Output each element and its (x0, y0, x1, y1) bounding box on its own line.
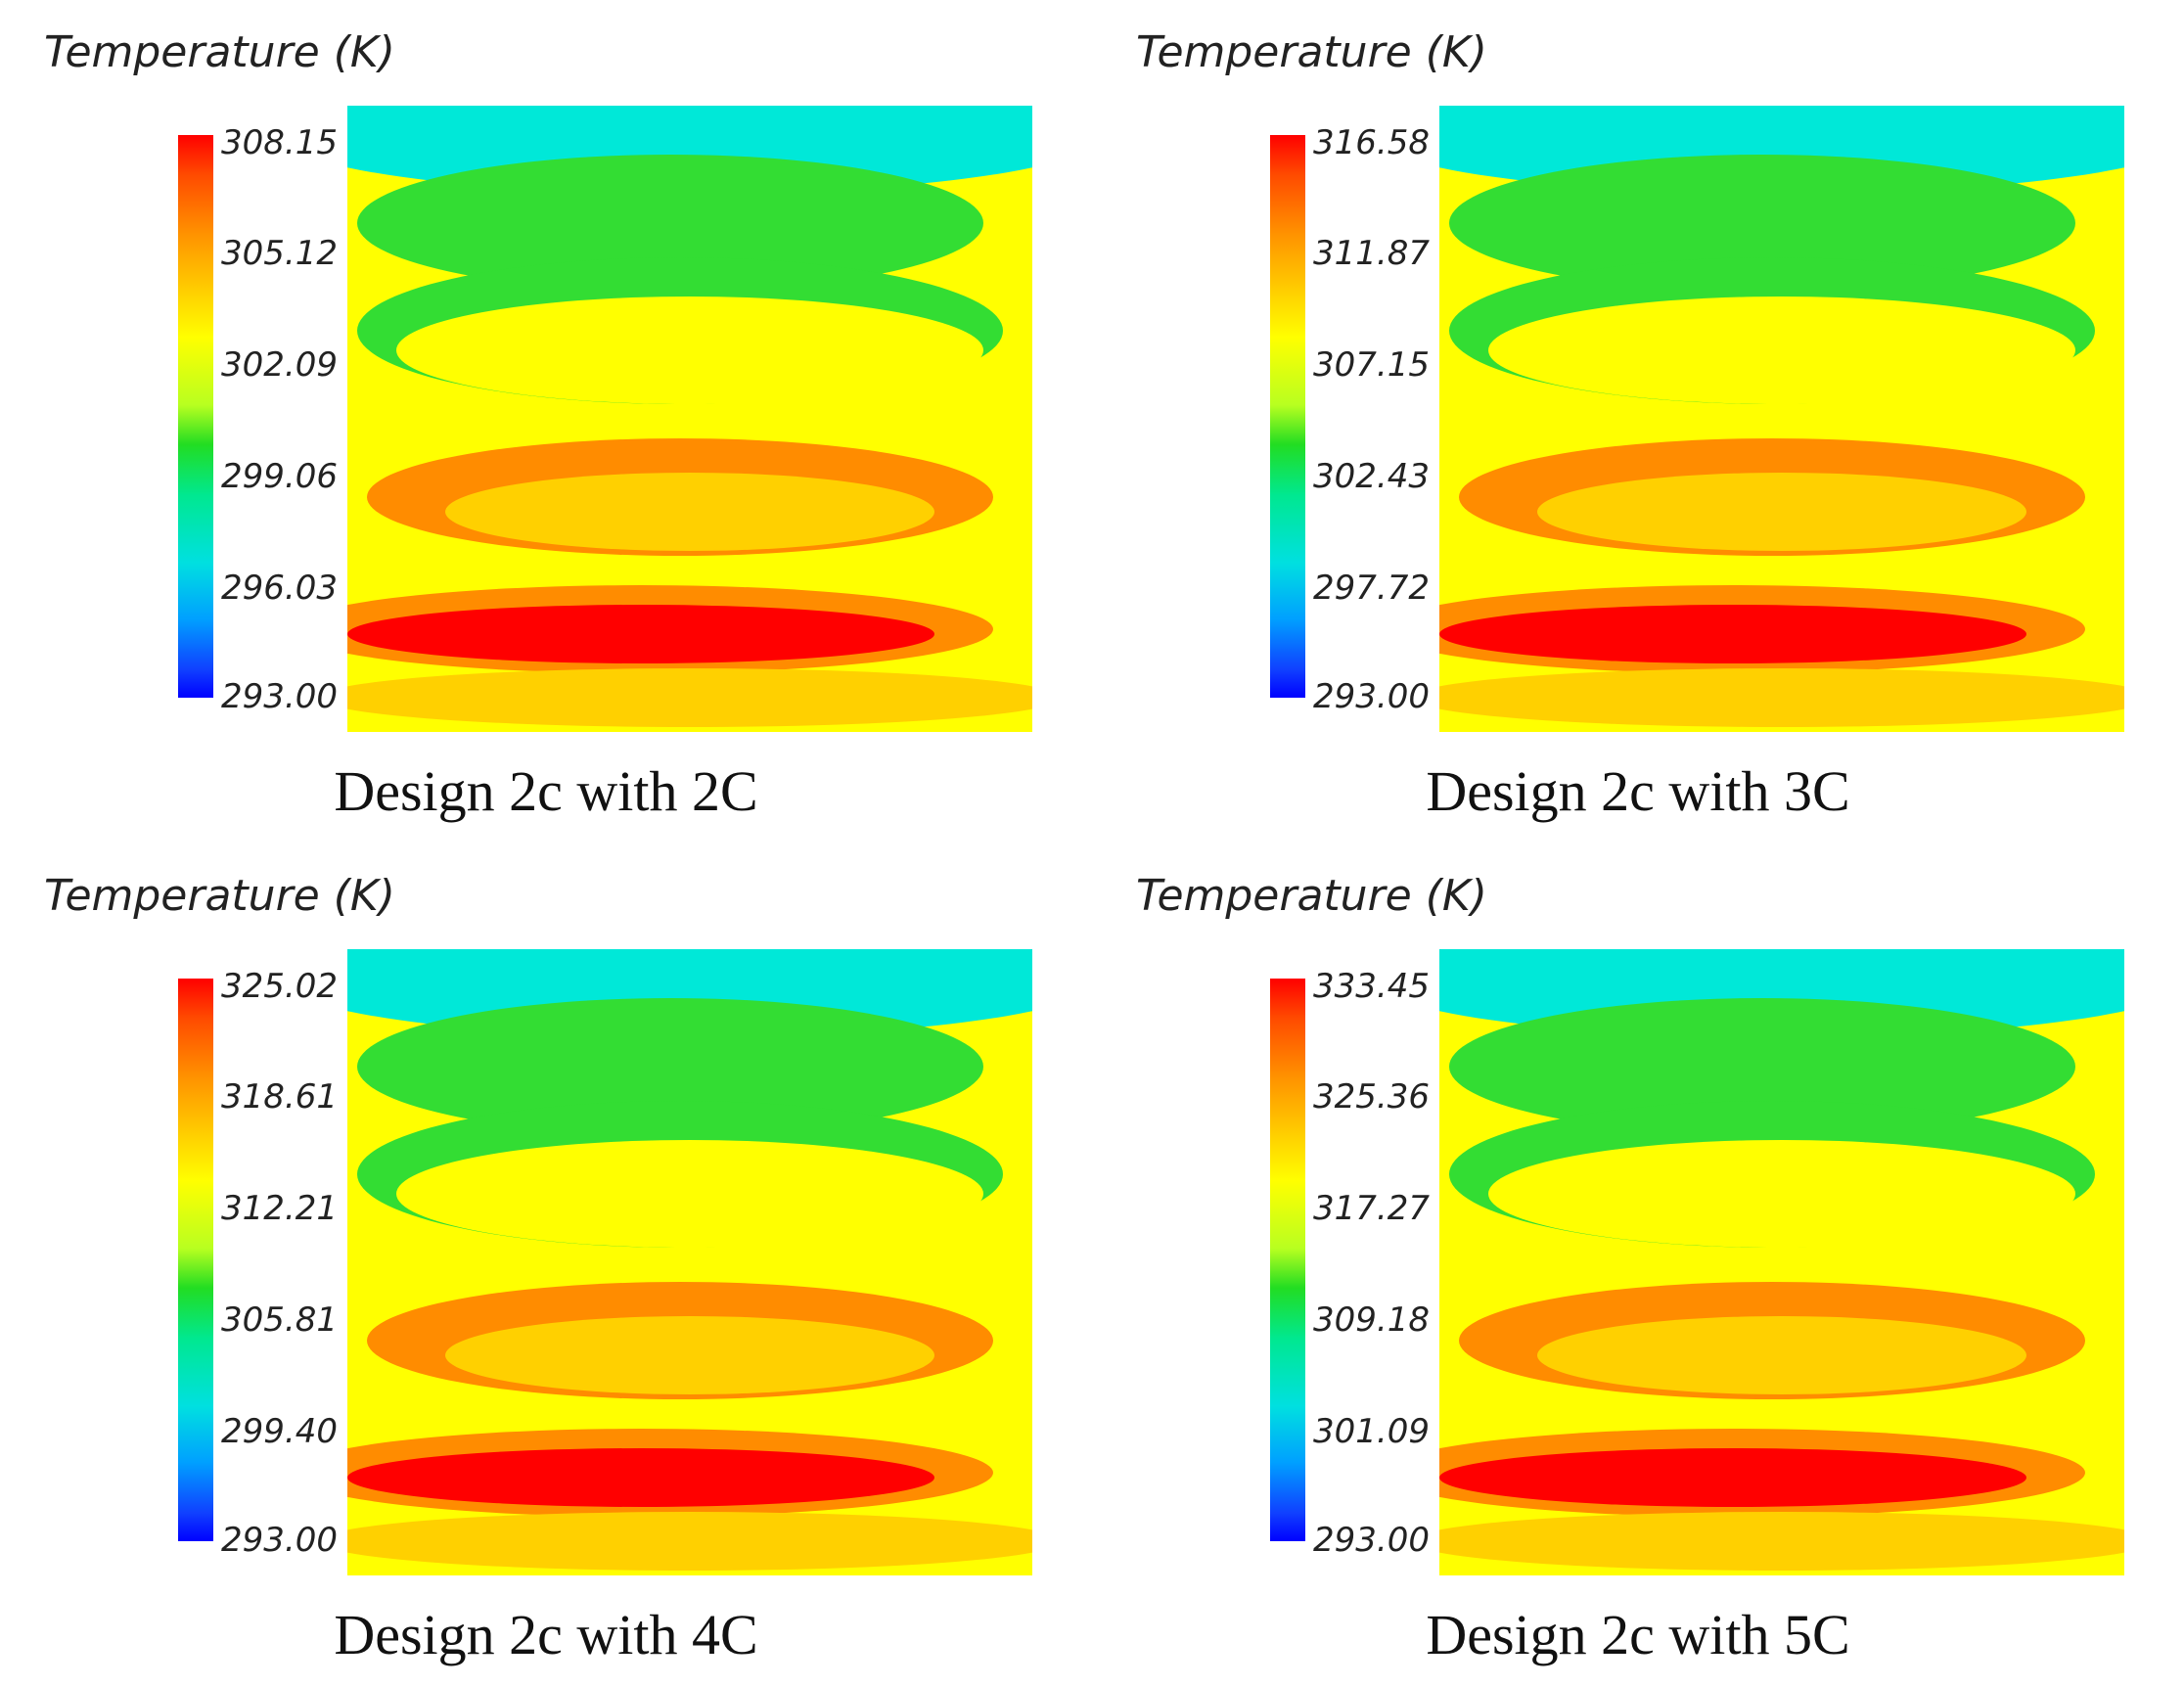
colorbar-tick-label: 309.18 (1313, 1300, 1430, 1340)
colorbar-tick-label: 293.00 (1313, 677, 1430, 716)
heatmap-panel-2c-5c: Temperature (K) 333.45 325.36 317.27 309… (1092, 844, 2184, 1687)
colorbar-tick-label: 316.58 (1313, 123, 1430, 162)
temperature-contour-band (1488, 1140, 2075, 1248)
panel-caption: Design 2c with 2C (334, 759, 758, 823)
temperature-contours (347, 949, 1032, 1575)
colorbar-tick-label: 297.72 (1313, 569, 1430, 608)
temperature-contour-band (1537, 1316, 2026, 1394)
temperature-contour-band (347, 605, 934, 663)
colorbar-tick-label: 311.87 (1313, 234, 1430, 273)
colorbar (1270, 979, 1305, 1541)
temperature-contour-band (1449, 998, 2075, 1135)
temperature-contour-band (1439, 1512, 2124, 1571)
temperature-contour-band (1537, 473, 2026, 551)
colorbar-tick-label: 293.00 (1313, 1521, 1430, 1560)
colorbar-tick-label: 302.09 (221, 345, 338, 385)
temperature-contour-band (1439, 605, 2026, 663)
temperature-contour-band (1439, 668, 2124, 727)
legend-title: Temperature (K) (1136, 871, 1487, 921)
heatmap-panel-2c-4c: Temperature (K) 325.02 318.61 312.21 305… (0, 844, 1092, 1687)
temperature-contour-band (357, 155, 983, 292)
colorbar (1270, 135, 1305, 698)
temperature-contour-band (1449, 155, 2075, 292)
colorbar-tick-label: 307.15 (1313, 345, 1430, 385)
colorbar-tick-label: 301.09 (1313, 1412, 1430, 1451)
panel-caption: Design 2c with 5C (1426, 1603, 1850, 1666)
temperature-field (1439, 106, 2124, 732)
legend-title: Temperature (K) (44, 871, 395, 921)
temperature-contour-band (357, 998, 983, 1135)
colorbar-tick-label: 293.00 (221, 1521, 338, 1560)
temperature-contours (1439, 106, 2124, 732)
legend-title: Temperature (K) (1136, 27, 1487, 77)
temperature-contour-band (347, 1448, 934, 1507)
colorbar-tick-label: 296.03 (221, 569, 338, 608)
colorbar-tick-label: 293.00 (221, 677, 338, 716)
temperature-field (347, 106, 1032, 732)
colorbar-tick-label: 299.40 (221, 1412, 338, 1451)
temperature-contour-band (1488, 296, 2075, 404)
colorbar-tick-label: 308.15 (221, 123, 338, 162)
temperature-field (1439, 949, 2124, 1575)
temperature-contours (1439, 949, 2124, 1575)
heatmap-panel-2c-3c: Temperature (K) 316.58 311.87 307.15 302… (1092, 0, 2184, 844)
temperature-contour-band (347, 668, 1032, 727)
heatmap-panel-2c-2c: Temperature (K) 308.15 305.12 302.09 299… (0, 0, 1092, 844)
colorbar-tick-label: 325.02 (221, 967, 338, 1006)
colorbar-tick-label: 325.36 (1313, 1077, 1430, 1117)
colorbar-tick-label: 299.06 (221, 457, 338, 496)
temperature-contours (347, 106, 1032, 732)
colorbar (178, 135, 213, 698)
colorbar-tick-label: 333.45 (1313, 967, 1430, 1006)
colorbar-tick-label: 317.27 (1313, 1189, 1430, 1228)
temperature-contour-band (347, 1512, 1032, 1571)
temperature-contour-band (396, 296, 983, 404)
temperature-contour-band (1439, 1448, 2026, 1507)
legend-title: Temperature (K) (44, 27, 395, 77)
colorbar-tick-label: 312.21 (221, 1189, 338, 1228)
colorbar (178, 979, 213, 1541)
colorbar-tick-label: 318.61 (221, 1077, 338, 1117)
temperature-field (347, 949, 1032, 1575)
colorbar-tick-label: 302.43 (1313, 457, 1430, 496)
temperature-contour-band (445, 473, 934, 551)
panel-caption: Design 2c with 4C (334, 1603, 758, 1666)
panel-caption: Design 2c with 3C (1426, 759, 1850, 823)
colorbar-tick-label: 305.12 (221, 234, 338, 273)
colorbar-tick-label: 305.81 (221, 1300, 338, 1340)
temperature-contour-band (445, 1316, 934, 1394)
temperature-contour-band (396, 1140, 983, 1248)
